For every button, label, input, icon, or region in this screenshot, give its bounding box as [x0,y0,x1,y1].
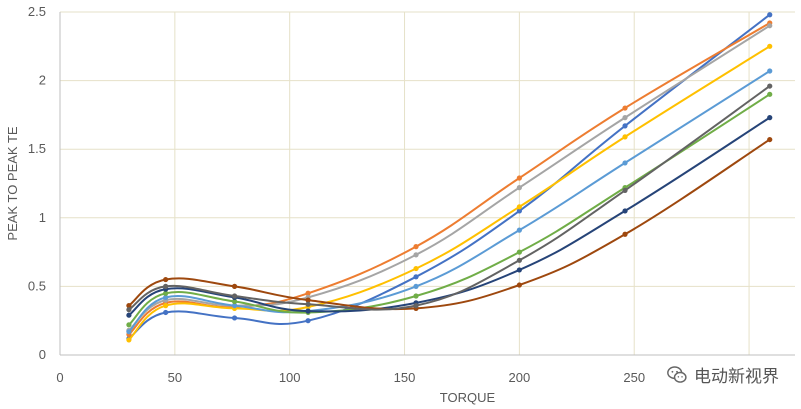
data-point [767,83,773,89]
data-point [516,282,522,288]
data-point [622,208,628,214]
data-point [163,290,169,296]
data-point [231,283,238,289]
watermark: 电动新视界 [666,362,779,387]
wechat-icon [667,365,687,383]
y-tick-label: 1.5 [28,141,46,156]
series-7 [126,115,773,318]
series-8 [126,136,773,311]
data-point [305,318,311,324]
data-point [767,12,773,18]
data-point [413,303,419,309]
data-point [622,123,628,129]
x-tick-label: 100 [279,370,301,385]
data-point [767,115,773,121]
data-point [163,283,169,289]
y-tick-label: 0.5 [28,278,46,293]
data-point [516,267,522,273]
data-point [163,294,169,300]
x-tick-label: 250 [623,370,645,385]
y-tick-label: 1 [39,210,46,225]
data-point [305,308,311,314]
y-tick-label: 2 [39,73,46,88]
data-point [163,309,169,316]
data-point [163,276,169,283]
data-point [413,244,419,250]
data-point [231,315,238,321]
x-axis-title: TORQUE [440,390,496,405]
x-tick-label: 150 [394,370,416,385]
data-point [305,297,311,303]
data-point [231,293,238,299]
data-point [516,185,522,191]
data-point [305,290,311,296]
x-tick-label: 200 [509,370,531,385]
x-tick-label: 0 [56,370,63,385]
data-point [413,265,419,272]
series-line [128,22,771,336]
data-point [126,307,132,313]
data-point [305,301,311,307]
series-6 [126,91,773,328]
data-point [767,43,773,49]
data-point [516,175,522,181]
series-5 [126,68,773,335]
tick-labels: 0 50 100 150 200 250 0 0.5 1 1.5 2 2.5 [28,4,645,385]
data-point [516,204,522,210]
data-point [622,160,628,166]
data-point [516,227,522,233]
watermark-text: 电动新视界 [694,367,779,387]
series-group [126,12,773,343]
data-point [516,208,522,214]
data-point [126,329,132,335]
data-point [413,252,419,258]
data-point [622,231,628,237]
data-point [767,136,773,143]
series-line [128,93,771,326]
data-point [622,187,628,193]
data-point [126,312,132,318]
data-point [231,303,238,309]
data-point [126,337,132,343]
data-point [413,293,419,299]
series-line [128,85,771,311]
y-tick-label: 2.5 [28,4,46,19]
y-axis-title: PEAK TO PEAK TE [5,126,20,240]
series-9 [126,83,773,313]
data-point [767,68,773,74]
data-point [767,23,773,29]
data-point [126,303,132,309]
data-point [413,274,419,280]
series-line [128,13,771,340]
data-point [516,249,522,255]
y-tick-label: 0 [39,347,46,362]
data-point [622,115,628,121]
data-point [163,303,169,309]
x-tick-label: 50 [168,370,182,385]
series-line [128,138,771,311]
data-point [516,257,522,263]
series-4 [126,43,773,343]
data-point [231,298,238,305]
series-line [128,70,771,333]
data-point [126,322,132,328]
data-point [413,283,419,289]
data-point [767,91,773,97]
data-point [622,105,628,111]
axes [59,12,795,356]
series-1 [126,12,773,342]
data-point [622,134,628,140]
